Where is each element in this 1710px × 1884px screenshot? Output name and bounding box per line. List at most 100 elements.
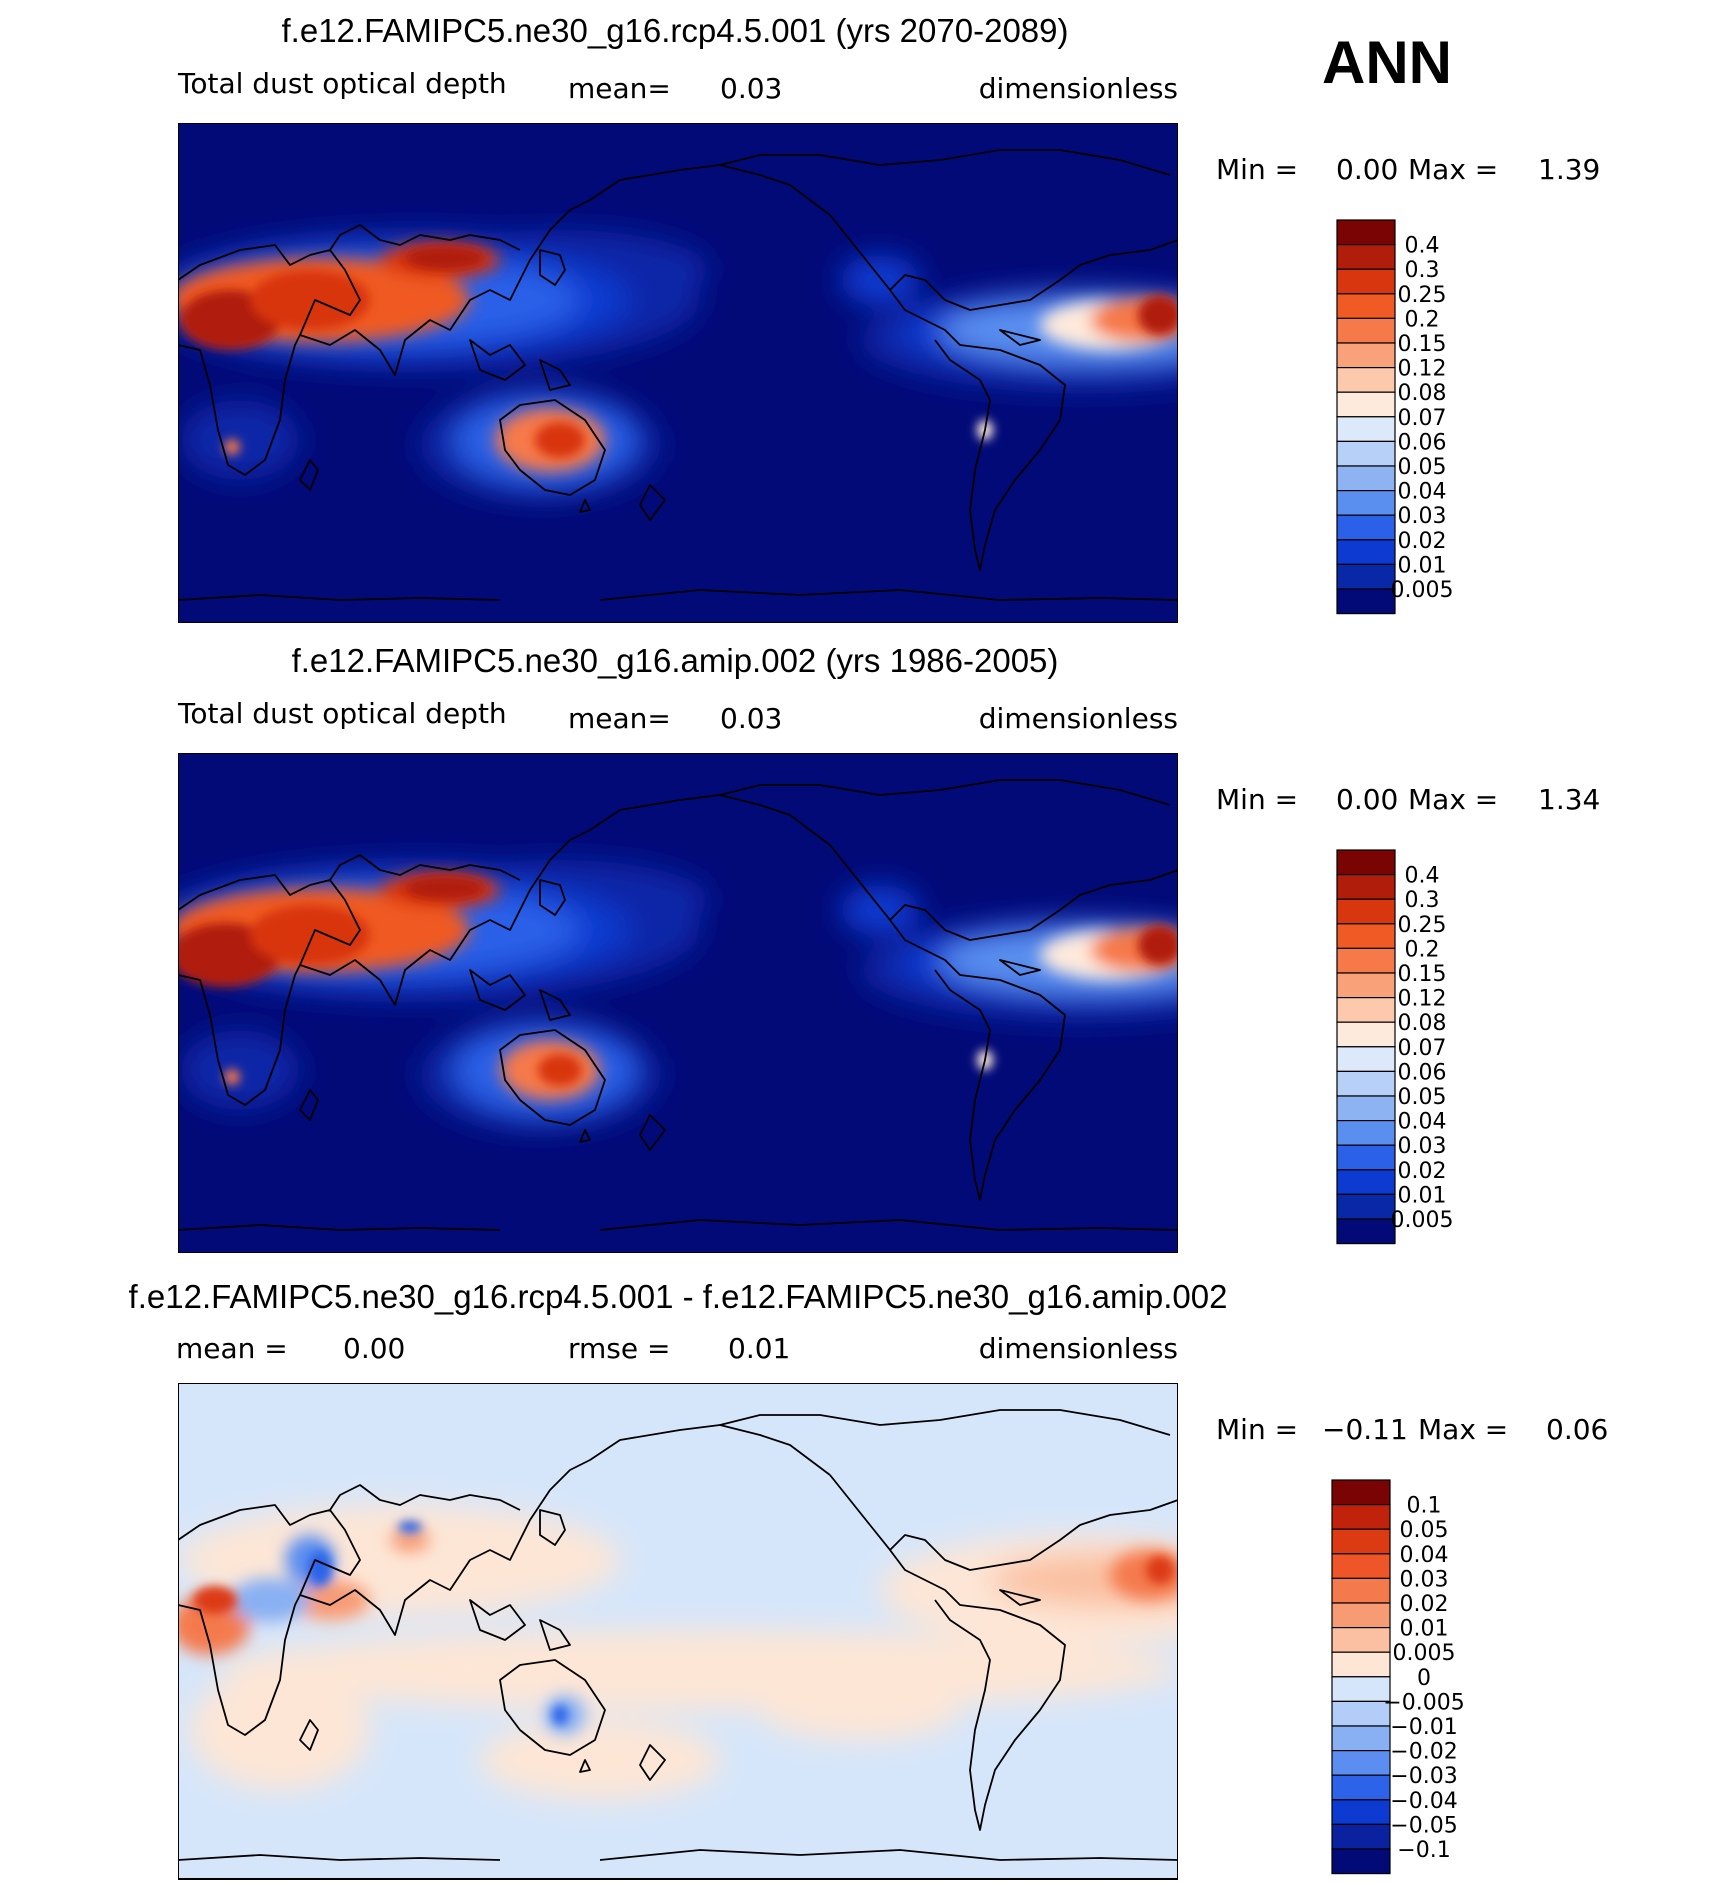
colorbar-swatch: [1336, 440, 1396, 467]
panel-1-mean-label: mean=: [568, 72, 671, 105]
colorbar-tick-label: 0.12: [1398, 987, 1447, 1012]
colorbar-tick-label: 0.15: [1398, 332, 1447, 357]
colorbar-swatch: [1336, 317, 1396, 344]
colorbar-swatch: [1331, 1799, 1391, 1826]
colorbar-swatch: [1336, 342, 1396, 369]
panel-2-map: [178, 753, 1178, 1253]
colorbar-swatch: [1336, 1046, 1396, 1073]
colorbar-tick-label: 0.04: [1398, 1110, 1447, 1135]
panel-1: f.e12.FAMIPC5.ne30_g16.rcp4.5.001 (yrs 2…: [177, 12, 1600, 623]
colorbar-swatch: [1336, 416, 1396, 442]
colorbar-swatch: [1331, 1651, 1391, 1678]
panel-3-min-value: −0.11: [1322, 1413, 1408, 1446]
colorbar-swatch: [1336, 490, 1396, 516]
colorbar-tick-label: 0.4: [1405, 864, 1440, 889]
colorbar-swatch: [1331, 1602, 1391, 1629]
colorbar-swatch: [1336, 1169, 1396, 1196]
panel-1-coastlines: [178, 149, 1178, 601]
panel-2-variable: Total dust optical depth: [177, 697, 507, 730]
panel-3-coastlines: [178, 1409, 1178, 1861]
panel-2-min-label: Min =: [1216, 783, 1298, 816]
colorbar-swatch: [1336, 1144, 1396, 1171]
colorbar-swatch: [1336, 563, 1396, 590]
colorbar-swatch: [1331, 1676, 1391, 1703]
panel-2-coastlines: [178, 779, 1178, 1231]
colorbar-swatch: [1336, 1095, 1396, 1122]
colorbar-swatch: [1336, 873, 1396, 900]
colorbar-swatch: [1336, 1193, 1396, 1220]
panel-1-min-value: 0.00: [1336, 153, 1398, 186]
colorbar-swatch: [1336, 1021, 1396, 1048]
colorbar-tick-label: 0.005: [1393, 1641, 1456, 1666]
colorbar-swatch: [1331, 1848, 1391, 1875]
colorbar-tick-label: 0.08: [1398, 381, 1447, 406]
colorbar-tick-label: 0.04: [1398, 480, 1447, 505]
colorbar-tick-label: 0.15: [1398, 962, 1447, 987]
colorbar-swatch: [1331, 1479, 1391, 1506]
panel-3-title: f.e12.FAMIPC5.ne30_g16.rcp4.5.001 - f.e1…: [129, 1278, 1228, 1315]
panel-2-title: f.e12.FAMIPC5.ne30_g16.amip.002 (yrs 198…: [292, 642, 1059, 679]
panel-3: f.e12.FAMIPC5.ne30_g16.rcp4.5.001 - f.e1…: [129, 1278, 1608, 1883]
colorbar-tick-label: 0.04: [1400, 1543, 1449, 1568]
colorbar-swatch: [1336, 947, 1396, 974]
colorbar-tick-label: 0.05: [1398, 455, 1447, 480]
panel-3-mean-value: 0.00: [343, 1332, 405, 1365]
colorbar-tick-label: 0.2: [1405, 307, 1440, 332]
panel-3-colorbar: 0.10.050.040.030.020.010.0050−0.005−0.01…: [1331, 1479, 1465, 1875]
colorbar-tick-label: 0.01: [1400, 1617, 1449, 1642]
panel-1-min-label: Min =: [1216, 153, 1298, 186]
colorbar-swatch: [1336, 849, 1396, 876]
colorbar-tick-label: −0.05: [1390, 1813, 1457, 1838]
panel-1-colorbar: 0.40.30.250.20.150.120.080.070.060.050.0…: [1336, 219, 1453, 615]
panel-3-min-label: Min =: [1216, 1413, 1298, 1446]
colorbar-tick-label: 0.01: [1398, 1183, 1447, 1208]
panel-3-max-label: Max =: [1418, 1413, 1508, 1446]
colorbar-swatch: [1331, 1700, 1391, 1727]
colorbar-tick-label: 0.03: [1400, 1567, 1449, 1592]
colorbar-tick-label: 0.3: [1405, 258, 1440, 283]
colorbar-tick-label: 0.25: [1398, 913, 1447, 938]
panel-3-rmse-label: rmse =: [568, 1332, 670, 1365]
colorbar-tick-label: 0.02: [1398, 529, 1447, 554]
colorbar-swatch: [1331, 1553, 1391, 1580]
colorbar-tick-label: −0.02: [1390, 1740, 1457, 1765]
colorbar-tick-label: 0.3: [1405, 888, 1440, 913]
colorbar-swatch: [1331, 1823, 1391, 1850]
panel-1-variable: Total dust optical depth: [177, 67, 507, 100]
colorbar-tick-label: 0.4: [1405, 234, 1440, 259]
colorbar-tick-label: 0.07: [1398, 1036, 1447, 1061]
colorbar-tick-label: 0.06: [1398, 430, 1447, 455]
panel-2-colorbar: 0.40.30.250.20.150.120.080.070.060.050.0…: [1336, 849, 1453, 1245]
panel-3-mean-label: mean =: [176, 1332, 288, 1365]
colorbar-tick-label: 0.1: [1407, 1494, 1442, 1519]
season-label: ANN: [1322, 29, 1452, 96]
panel-1-map: [178, 123, 1178, 623]
colorbar-swatch: [1336, 391, 1396, 418]
panel-2-max-value: 1.34: [1538, 783, 1600, 816]
colorbar-tick-label: 0.03: [1398, 1134, 1447, 1159]
colorbar-tick-label: 0.05: [1398, 1085, 1447, 1110]
colorbar-swatch: [1331, 1503, 1391, 1530]
panel-3-units: dimensionless: [979, 1332, 1178, 1365]
colorbar-swatch: [1331, 1749, 1391, 1776]
colorbar-swatch: [1336, 1119, 1396, 1146]
colorbar-swatch: [1336, 923, 1396, 949]
colorbar-swatch: [1336, 244, 1396, 270]
colorbar-tick-label: 0.02: [1400, 1592, 1449, 1617]
panel-1-units: dimensionless: [979, 72, 1178, 105]
colorbar-swatch: [1336, 268, 1396, 295]
colorbar-tick-label: −0.03: [1390, 1764, 1457, 1789]
colorbar-swatch: [1336, 367, 1396, 393]
panel-3-max-value: 0.06: [1546, 1413, 1608, 1446]
panel-2-max-label: Max =: [1408, 783, 1498, 816]
panel-3-map: [178, 1383, 1178, 1883]
colorbar-tick-label: 0.25: [1398, 283, 1447, 308]
panel-2-min-value: 0.00: [1336, 783, 1398, 816]
colorbar-tick-label: 0.01: [1398, 553, 1447, 578]
colorbar-swatch: [1331, 1577, 1391, 1604]
panel-2: f.e12.FAMIPC5.ne30_g16.amip.002 (yrs 198…: [177, 642, 1600, 1253]
colorbar-tick-label: 0.2: [1405, 937, 1440, 962]
colorbar-swatch: [1336, 1218, 1396, 1245]
colorbar-swatch: [1336, 1070, 1396, 1097]
colorbar-swatch: [1336, 588, 1396, 615]
